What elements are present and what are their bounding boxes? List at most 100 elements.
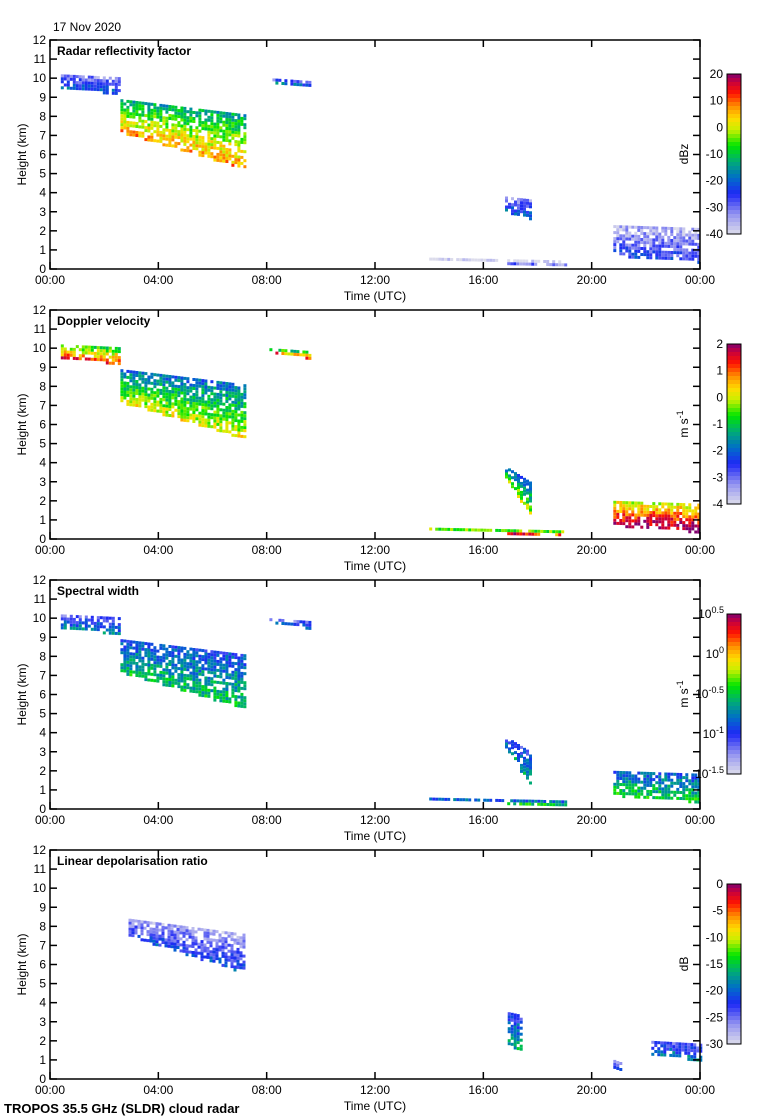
heatmap-cell xyxy=(673,781,677,785)
heatmap-cell xyxy=(231,115,235,119)
heatmap-cell xyxy=(195,387,199,391)
heatmap-cell xyxy=(168,672,172,675)
heatmap-cell xyxy=(522,259,526,263)
heatmap-cell xyxy=(138,389,142,393)
heatmap-cell xyxy=(661,226,665,230)
heatmap-cell xyxy=(161,938,165,941)
heatmap-cell xyxy=(646,522,650,526)
heatmap-cell xyxy=(243,429,247,433)
heatmap-cell xyxy=(661,505,665,509)
heatmap-cell xyxy=(221,945,225,949)
heatmap-cell xyxy=(204,406,208,410)
heatmap-cell xyxy=(63,353,67,357)
heatmap-cell xyxy=(183,394,187,398)
colorbar-segment xyxy=(727,452,741,457)
heatmap-cell xyxy=(150,372,154,376)
heatmap-cell xyxy=(670,520,674,524)
heatmap-cell xyxy=(201,409,205,413)
heatmap-cell xyxy=(78,84,82,88)
heatmap-cell xyxy=(138,665,142,669)
heatmap-cell xyxy=(197,927,201,931)
heatmap-cell xyxy=(667,508,671,512)
heatmap-cell xyxy=(168,144,172,147)
colorbar-segment xyxy=(727,948,741,953)
heatmap-cell xyxy=(150,666,154,670)
heatmap-cell xyxy=(240,140,244,144)
heatmap-cell xyxy=(537,802,541,806)
heatmap-cell xyxy=(219,402,223,406)
heatmap-cell xyxy=(123,384,127,388)
heatmap-cell xyxy=(219,693,223,697)
heatmap-cell xyxy=(507,532,511,536)
heatmap-cell xyxy=(126,369,130,373)
heatmap-cell xyxy=(514,203,517,207)
heatmap-cell xyxy=(218,948,222,952)
heatmap-cell xyxy=(661,250,665,254)
heatmap-cell xyxy=(676,511,680,515)
heatmap-cell xyxy=(215,939,219,943)
heatmap-cell xyxy=(153,679,157,683)
heatmap-cell xyxy=(108,631,112,635)
heatmap-cell xyxy=(529,214,532,218)
heatmap-cell xyxy=(513,262,517,266)
heatmap-cell xyxy=(159,673,163,677)
heatmap-cell xyxy=(634,234,638,238)
heatmap-cell xyxy=(652,241,656,245)
heatmap-cell xyxy=(649,232,653,236)
colorbar-frame xyxy=(726,883,742,1045)
heatmap-cell xyxy=(177,646,181,650)
heatmap-cell xyxy=(652,505,656,509)
heatmap-cell xyxy=(177,121,181,125)
heatmap-cell xyxy=(168,399,172,402)
heatmap-cell xyxy=(534,532,538,536)
colorbar-segment xyxy=(727,202,741,207)
heatmap-cell xyxy=(275,78,279,82)
heatmap-cell xyxy=(153,106,157,110)
heatmap-cell xyxy=(222,669,226,673)
heatmap-cell xyxy=(637,237,641,241)
heatmap-cell xyxy=(180,409,184,413)
heatmap-cell xyxy=(212,929,216,933)
heatmap-cell xyxy=(128,933,132,937)
heatmap-cell xyxy=(682,515,686,519)
heatmap-cell xyxy=(159,670,163,674)
heatmap-cell xyxy=(673,520,677,524)
heatmap-cell xyxy=(308,353,312,357)
heatmap-cell xyxy=(147,108,151,112)
heatmap-cell xyxy=(138,404,142,408)
heatmap-cell xyxy=(526,776,529,780)
heatmap-cell xyxy=(204,682,208,686)
heatmap-cell xyxy=(444,797,448,801)
heatmap-cell xyxy=(622,507,626,511)
heatmap-cell xyxy=(519,259,523,263)
colorbar-segment xyxy=(727,178,741,183)
colorbar-segment xyxy=(727,500,741,505)
heatmap-cell xyxy=(165,677,169,681)
heatmap-cell xyxy=(149,921,153,925)
heatmap-cell xyxy=(537,529,541,533)
heatmap-cell xyxy=(159,664,163,668)
heatmap-cell xyxy=(150,375,154,379)
heatmap-cell xyxy=(144,675,148,679)
heatmap-cell xyxy=(546,530,550,533)
heatmap-cell xyxy=(138,377,142,381)
heatmap-cell xyxy=(619,252,623,256)
heatmap-cell xyxy=(189,662,193,666)
heatmap-cell xyxy=(177,388,181,392)
heatmap-cell xyxy=(637,234,641,238)
heatmap-cell xyxy=(75,621,79,625)
heatmap-cell xyxy=(694,251,698,255)
heatmap-cell xyxy=(631,780,635,784)
heatmap-cell xyxy=(138,659,142,663)
heatmap-cell xyxy=(228,415,232,419)
heatmap-cell xyxy=(640,780,644,784)
heatmap-cell xyxy=(531,259,535,263)
colorbar-segment xyxy=(727,78,741,83)
heatmap-cell xyxy=(513,1019,517,1023)
heatmap-cell xyxy=(204,676,208,680)
heatmap-cell xyxy=(162,386,166,390)
heatmap-cell xyxy=(673,514,677,518)
heatmap-cell xyxy=(224,937,228,941)
heatmap-cell xyxy=(667,526,671,530)
heatmap-cell xyxy=(144,120,148,124)
